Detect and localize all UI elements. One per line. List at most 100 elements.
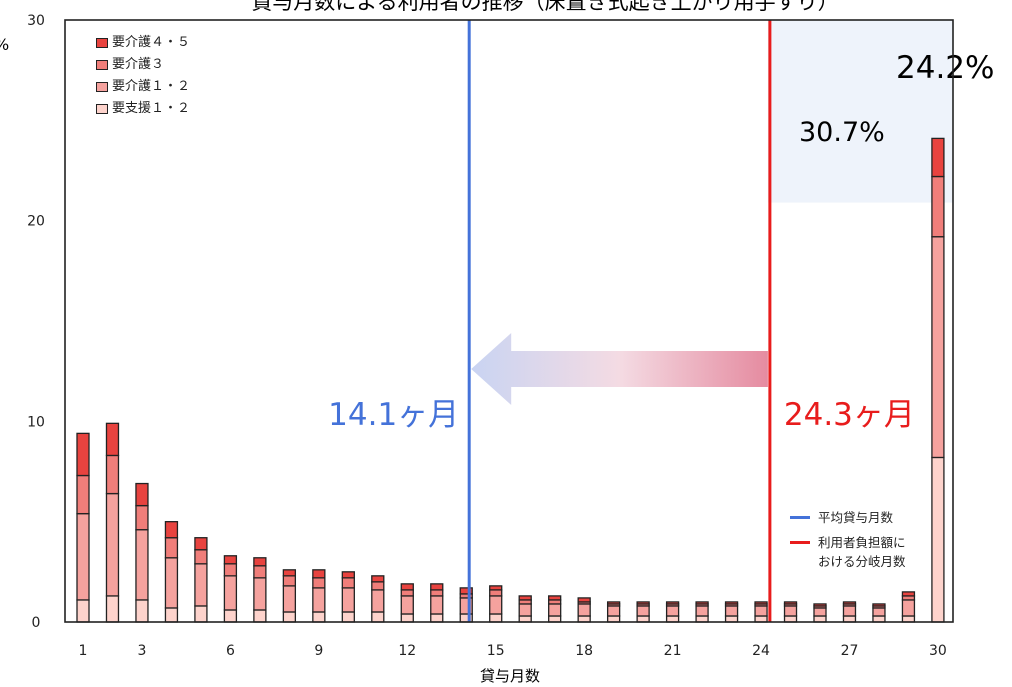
bar-segment-27-0 xyxy=(842,615,857,623)
bar-segment-16-1 xyxy=(518,603,532,617)
bar-segment-5-1 xyxy=(194,563,208,607)
legend-label: 要支援１・２ xyxy=(112,101,191,116)
bar-segment-1-1 xyxy=(76,512,90,601)
bar-segment-3-3 xyxy=(135,482,149,507)
bar-segment-25-0 xyxy=(783,615,798,623)
breakeven-months-label: 24.3ヶ月 xyxy=(784,397,915,433)
bar-segment-26-3 xyxy=(813,603,827,607)
bar-segment-15-2 xyxy=(489,589,503,597)
x-tick-label: 3 xyxy=(137,643,146,659)
legend-label: 要介護３ xyxy=(112,57,165,72)
bar-segment-21-1 xyxy=(665,605,680,617)
bar-segment-10-0 xyxy=(341,611,355,623)
shaded-region xyxy=(767,20,953,203)
bar-segment-13-0 xyxy=(430,613,444,623)
bar-segment-6-2 xyxy=(223,563,238,577)
x-tick-label: 24 xyxy=(752,643,770,659)
bar-segment-23-0 xyxy=(724,615,739,623)
bar-segment-3-0 xyxy=(135,599,149,623)
bar-segment-10-3 xyxy=(341,571,355,579)
bar-segment-10-1 xyxy=(341,587,355,613)
bar-segment-23-3 xyxy=(724,601,739,605)
annotation-lower-percent: 30.7% xyxy=(799,117,885,148)
bar-segment-24-1 xyxy=(754,605,768,617)
bar-segment-26-1 xyxy=(813,607,827,617)
y-tick-label: 30 xyxy=(27,13,45,29)
bar-segment-13-3 xyxy=(430,583,444,591)
legend-swatch xyxy=(96,82,108,92)
bar-segment-1-3 xyxy=(76,432,90,477)
x-tick-label: 1 xyxy=(79,643,88,659)
bar-segment-2-1 xyxy=(105,492,120,597)
legend-swatch xyxy=(96,60,108,70)
bar-segment-28-1 xyxy=(872,607,886,617)
bar-segment-11-0 xyxy=(371,611,385,623)
legend-line-label: 利用者負担額に おける分岐月数 xyxy=(818,535,906,569)
bar-segment-12-3 xyxy=(400,583,414,591)
bar-segment-4-1 xyxy=(164,557,179,609)
bar-segment-12-1 xyxy=(400,595,414,615)
y-axis-label: % xyxy=(0,35,9,54)
bar-segment-8-3 xyxy=(282,569,297,577)
bar-segment-3-2 xyxy=(135,504,149,531)
average-months-label: 14.1ヶ月 xyxy=(328,397,459,433)
bar-segment-19-0 xyxy=(606,615,621,623)
bar-series-group xyxy=(76,137,945,623)
legend-label: 要介護４・５ xyxy=(112,35,191,50)
x-tick-label: 21 xyxy=(664,643,682,659)
bar-segment-27-3 xyxy=(842,601,857,605)
bar-segment-27-1 xyxy=(842,605,857,617)
bar-segment-28-3 xyxy=(872,603,886,607)
bar-segment-2-2 xyxy=(105,454,120,495)
bar-segment-24-0 xyxy=(754,615,768,623)
bar-segment-5-0 xyxy=(194,605,208,623)
bar-segment-30-3 xyxy=(931,137,945,178)
bar-segment-30-0 xyxy=(931,456,945,623)
bar-segment-22-1 xyxy=(695,605,709,617)
series-legend: 要介護４・５ 要介護３ 要介護１・２ 要支援１・２ xyxy=(96,32,190,120)
bar-segment-18-3 xyxy=(577,597,591,603)
bar-segment-20-0 xyxy=(636,615,650,623)
bar-segment-17-1 xyxy=(548,603,562,617)
bar-segment-5-3 xyxy=(194,537,208,551)
legend-swatch xyxy=(96,38,108,48)
bar-segment-15-3 xyxy=(489,585,503,591)
legend-line-swatch xyxy=(790,541,810,544)
legend-line-swatch xyxy=(790,516,810,519)
x-tick-label: 9 xyxy=(314,643,323,659)
legend-swatch xyxy=(96,104,108,114)
bar-segment-10-2 xyxy=(341,577,355,589)
bar-segment-17-3 xyxy=(548,595,562,601)
y-tick-label: 10 xyxy=(27,414,45,430)
bar-segment-7-0 xyxy=(253,609,267,623)
bar-segment-3-1 xyxy=(135,529,149,601)
bar-segment-7-3 xyxy=(253,557,267,567)
bar-segment-6-3 xyxy=(223,555,238,565)
bar-segment-14-3 xyxy=(459,587,473,595)
bar-segment-16-3 xyxy=(518,595,532,601)
bar-segment-16-0 xyxy=(518,615,532,623)
bar-segment-20-3 xyxy=(636,601,650,605)
bar-segment-4-0 xyxy=(164,607,179,623)
bar-segment-17-0 xyxy=(548,615,562,623)
bar-segment-1-0 xyxy=(76,599,90,623)
bar-segment-12-2 xyxy=(400,589,414,597)
y-tick-label: 20 xyxy=(27,214,45,230)
bar-segment-15-0 xyxy=(489,613,503,623)
bar-segment-28-0 xyxy=(872,615,886,623)
bar-segment-8-0 xyxy=(282,611,297,623)
bar-segment-23-1 xyxy=(724,605,739,617)
legend-item-care-12: 要介護１・２ xyxy=(96,76,190,98)
annotation-upper-percent: 24.2% xyxy=(896,50,994,86)
bar-segment-26-0 xyxy=(813,615,827,623)
bar-segment-2-3 xyxy=(105,422,120,457)
x-tick-label: 12 xyxy=(398,643,416,659)
x-tick-label: 30 xyxy=(929,643,947,659)
bar-segment-7-2 xyxy=(253,565,267,579)
line-legend: 平均貸与月数 利用者負担額に おける分岐月数 xyxy=(790,508,906,577)
y-tick-label: 0 xyxy=(32,615,41,631)
x-tick-label: 15 xyxy=(487,643,505,659)
bar-segment-6-1 xyxy=(223,575,238,611)
bar-segment-1-2 xyxy=(76,474,90,515)
bar-segment-29-1 xyxy=(901,599,916,617)
